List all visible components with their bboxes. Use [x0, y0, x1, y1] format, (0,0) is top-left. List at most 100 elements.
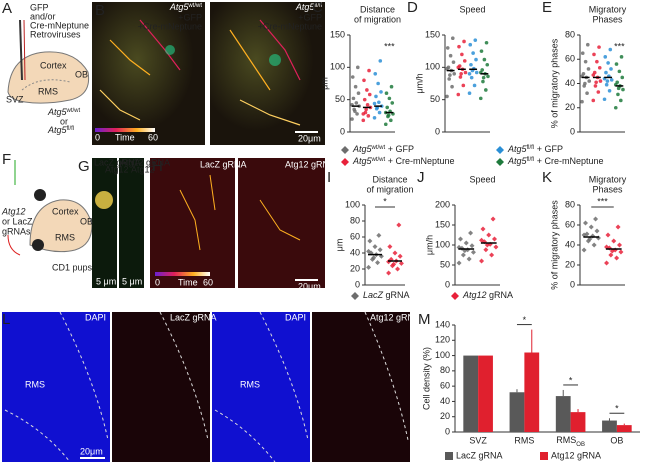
point — [598, 79, 603, 83]
panel-letter: H — [152, 158, 163, 175]
text-part: Atg12 — [462, 290, 487, 300]
point — [353, 84, 358, 89]
text-part: + GFP — [534, 144, 563, 154]
point — [616, 92, 620, 97]
point — [351, 96, 356, 101]
legend-marker — [540, 452, 548, 460]
y-tick-label: 120 — [435, 335, 450, 345]
label: +Cre-mNeptune — [258, 21, 322, 31]
label: OB — [80, 216, 93, 226]
y-tick-label: 150 — [435, 219, 450, 229]
point — [472, 83, 477, 88]
label: CD1 pups — [52, 262, 93, 272]
legend-label: Atg12 gRNA — [551, 450, 601, 460]
point — [378, 253, 384, 259]
label: Cortex — [40, 60, 67, 70]
bar — [570, 412, 586, 432]
point — [597, 45, 601, 49]
legend-label: Atg5fl/fl + Cre-mNeptune — [507, 156, 603, 166]
point — [366, 264, 372, 270]
point — [594, 228, 600, 234]
label: SVZ — [6, 94, 24, 104]
point — [473, 38, 478, 42]
label: RMS — [38, 86, 58, 96]
label: 0 — [155, 277, 160, 287]
text-part: fl/fl — [314, 3, 322, 9]
time-bar — [155, 272, 210, 276]
point — [469, 62, 473, 67]
text-part: Atg5 — [295, 2, 316, 12]
point — [365, 88, 369, 92]
y-tick-label: 0 — [570, 279, 575, 289]
point — [459, 72, 463, 76]
point — [484, 88, 488, 92]
y-axis-label: μm/h — [424, 235, 434, 255]
bar — [478, 355, 493, 432]
point — [365, 103, 370, 107]
y-tick-label: 100 — [435, 350, 450, 360]
label: LacZ gRNA — [94, 157, 141, 167]
point — [463, 240, 469, 246]
point — [479, 258, 485, 264]
chart-title: Phases — [592, 14, 623, 24]
y-tick-label: 80 — [565, 29, 575, 39]
point — [605, 232, 611, 238]
legend-marker — [445, 452, 453, 460]
panel-letter: C — [312, 0, 323, 16]
label: Atg12 — [1, 206, 26, 216]
y-tick-label: 80 — [350, 215, 360, 225]
label: 5 μm — [122, 276, 142, 286]
point — [580, 99, 584, 104]
y-tick-label: 0 — [445, 279, 450, 289]
rms-outline — [4, 311, 409, 463]
point — [445, 46, 450, 50]
point — [474, 57, 478, 62]
x-tick-label: OB — [610, 435, 623, 445]
point — [387, 96, 392, 101]
label: RMS — [240, 379, 260, 389]
legend-marker — [451, 292, 459, 300]
legend-label: LacZ gRNA — [363, 290, 410, 300]
point — [462, 59, 467, 63]
label: LacZ gRNA — [170, 312, 217, 322]
point — [395, 266, 401, 272]
label: +GFP — [178, 12, 202, 22]
point — [468, 230, 474, 236]
point — [478, 96, 483, 101]
legend-marker — [341, 158, 349, 166]
point — [367, 68, 371, 73]
point — [480, 226, 486, 232]
y-tick-label: 200 — [435, 199, 450, 209]
point — [486, 232, 492, 238]
y-tick-label: 50 — [430, 94, 440, 104]
point — [377, 247, 383, 253]
point — [469, 75, 474, 80]
point — [389, 84, 394, 89]
y-tick-label: 20 — [440, 411, 450, 421]
image — [212, 312, 310, 462]
point — [484, 40, 489, 45]
label: Retroviruses — [30, 29, 81, 39]
point — [585, 91, 589, 95]
text-part: wt/wt — [371, 157, 386, 163]
label: 5 μm — [96, 276, 116, 286]
text-part: Atg5 — [47, 125, 68, 135]
point — [353, 109, 357, 114]
point — [469, 243, 475, 249]
label: 60 — [203, 277, 213, 287]
point — [447, 77, 451, 81]
label: DAPI — [85, 312, 106, 322]
y-tick-label: 150 — [425, 29, 440, 39]
label: GFP — [30, 2, 49, 12]
label: Cortex — [52, 206, 79, 216]
y-tick-label: 60 — [565, 54, 575, 64]
point — [591, 98, 596, 103]
point — [386, 113, 391, 117]
point — [591, 242, 597, 248]
point — [448, 53, 453, 58]
point — [377, 110, 382, 115]
y-tick-label: 50 — [440, 259, 450, 269]
chart-title: of migration — [366, 184, 413, 194]
point — [373, 72, 378, 76]
label: 20μm — [298, 281, 321, 291]
